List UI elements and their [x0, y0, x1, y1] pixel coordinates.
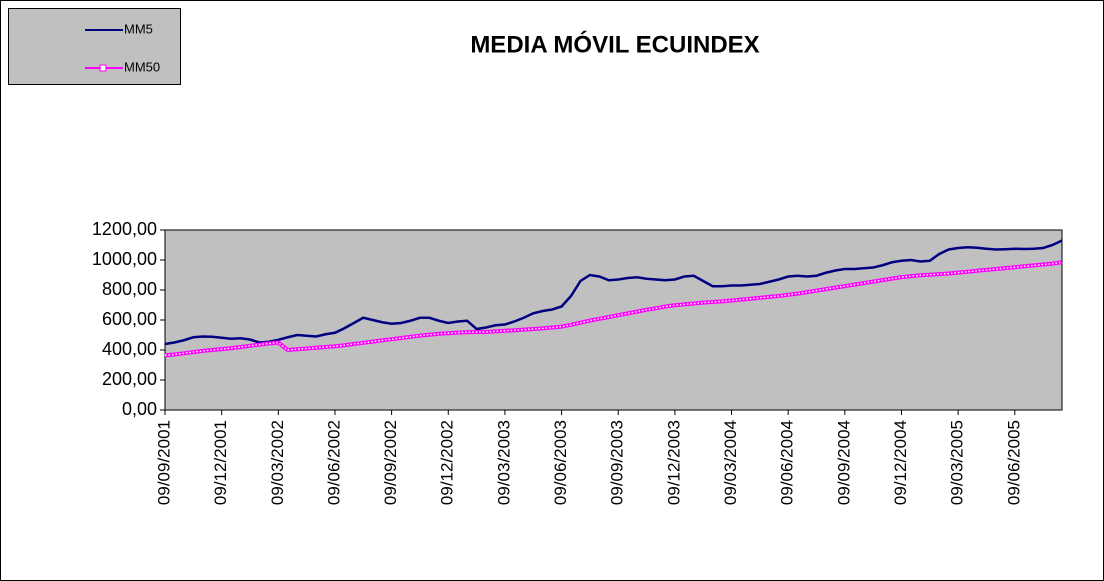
legend-label: MM50 [124, 59, 160, 74]
legend-marker [99, 64, 107, 72]
chart-title: MEDIA MÓVIL ECUINDEX [470, 30, 759, 58]
legend-label: MM5 [124, 21, 153, 36]
x-tick-label: 09/06/2005 [1004, 420, 1023, 505]
x-tick-label: 09/12/2003 [664, 420, 683, 505]
x-tick-label: 09/09/2002 [381, 420, 400, 505]
series-line [164, 260, 1063, 358]
x-tick-label: 09/12/2001 [211, 420, 230, 505]
y-tick-label: 400,00 [102, 339, 157, 359]
y-tick-label: 200,00 [102, 369, 157, 389]
legend [8, 8, 181, 85]
x-tick-label: 09/09/2003 [608, 420, 627, 505]
x-tick-label: 09/06/2003 [551, 420, 570, 505]
series-line [164, 239, 1063, 346]
y-tick-label: 0,00 [122, 399, 157, 419]
x-tick-label: 09/03/2005 [948, 420, 967, 505]
y-tick-label: 1200,00 [92, 219, 157, 239]
x-tick-label: 09/03/2002 [268, 420, 287, 505]
x-tick-label: 09/03/2004 [721, 420, 740, 505]
plot-area [164, 229, 1063, 411]
y-tick-label: 1000,00 [92, 249, 157, 269]
x-tick-label: 09/06/2004 [778, 420, 797, 505]
x-tick-label: 09/12/2004 [891, 420, 910, 505]
x-tick-label: 09/12/2002 [438, 420, 457, 505]
x-tick-label: 09/09/2004 [834, 420, 853, 505]
y-tick-label: 800,00 [102, 279, 157, 299]
x-tick-label: 09/09/2001 [154, 420, 173, 505]
x-tick-label: 09/06/2002 [324, 420, 343, 505]
x-tick-label: 09/03/2003 [494, 420, 513, 505]
y-tick-label: 600,00 [102, 309, 157, 329]
